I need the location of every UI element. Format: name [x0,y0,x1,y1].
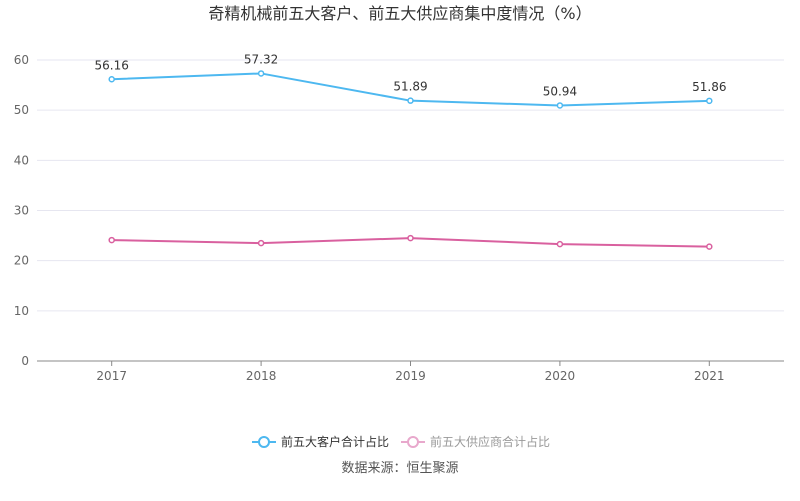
x-tick-label: 2017 [96,369,127,383]
y-tick-label: 50 [14,103,29,117]
data-point[interactable] [706,97,713,105]
data-label: 51.86 [692,80,726,94]
y-tick-label: 0 [21,354,29,368]
data-point[interactable] [257,239,265,247]
x-tick-label: 2021 [694,369,725,383]
y-tick-label: 40 [14,153,29,167]
legend-label: 前五大客户合计占比 [281,434,389,449]
legend-item[interactable]: 前五大供应商合计占比 [401,434,550,449]
y-tick-label: 60 [14,53,29,67]
data-point[interactable] [407,97,414,104]
data-label: 56.16 [95,58,129,72]
legend-item[interactable]: 前五大客户合计占比 [252,434,389,449]
data-point[interactable] [108,76,115,83]
data-point[interactable] [407,234,414,242]
data-label: 57.32 [244,52,278,66]
data-label: 50.94 [543,84,577,98]
y-tick-label: 10 [14,304,29,318]
legend-marker-icon [407,436,419,448]
x-tick-label: 2018 [246,369,277,383]
y-tick-label: 30 [14,204,29,218]
data-point[interactable] [257,70,265,77]
x-tick-label: 2020 [545,369,576,383]
chart-title: 奇精机械前五大客户、前五大供应商集中度情况（%） [208,4,591,23]
y-tick-label: 20 [14,254,29,268]
source-note: 数据来源：恒生聚源 [341,461,458,476]
data-point[interactable] [706,243,713,250]
legend-label: 前五大供应商合计占比 [430,434,550,449]
data-label: 51.89 [393,80,427,94]
x-tick-label: 2019 [395,369,426,383]
data-point[interactable] [556,240,564,248]
data-point[interactable] [556,102,564,109]
legend-marker-icon [258,436,270,448]
data-point[interactable] [108,236,115,244]
